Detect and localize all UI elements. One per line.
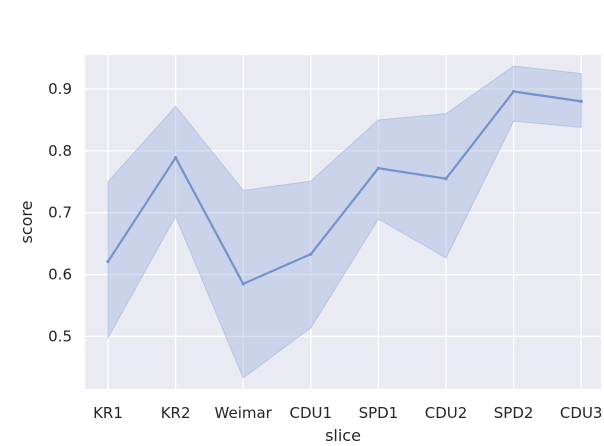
x-tick-label: CDU2 <box>425 404 468 422</box>
data-point <box>241 282 245 286</box>
series-line <box>107 90 582 285</box>
x-tick-label: CDU3 <box>560 404 603 422</box>
data-point <box>511 89 516 94</box>
plot-background <box>85 55 601 389</box>
y-tick-label: 0.7 <box>48 204 72 222</box>
x-tick-label: KR1 <box>93 404 123 422</box>
x-tick-label: SPD2 <box>494 404 534 422</box>
y-tick-label: 0.5 <box>48 327 72 345</box>
x-axis-ticks: KR1 KR2 Weimar CDU1 SPD1 CDU2 SPD2 CDU3 <box>93 404 602 422</box>
data-point <box>106 259 110 264</box>
data-point <box>376 166 380 170</box>
y-axis-label: score <box>17 201 36 244</box>
data-point <box>309 252 313 256</box>
x-tick-label: Weimar <box>215 404 273 422</box>
confidence-band <box>107 65 582 379</box>
series-points <box>106 89 583 286</box>
y-tick-label: 0.9 <box>48 80 72 98</box>
data-point <box>174 156 178 160</box>
y-tick-label: 0.8 <box>48 142 72 160</box>
data-point <box>579 99 583 103</box>
x-axis-label: slice <box>325 426 361 445</box>
data-point <box>444 177 448 181</box>
x-tick-label: KR2 <box>161 404 191 422</box>
y-axis-ticks: 0.5 0.6 0.7 0.8 0.9 <box>48 80 72 345</box>
y-tick-label: 0.6 <box>48 266 72 284</box>
x-tick-label: CDU1 <box>290 404 333 422</box>
x-tick-label: SPD1 <box>359 404 399 422</box>
